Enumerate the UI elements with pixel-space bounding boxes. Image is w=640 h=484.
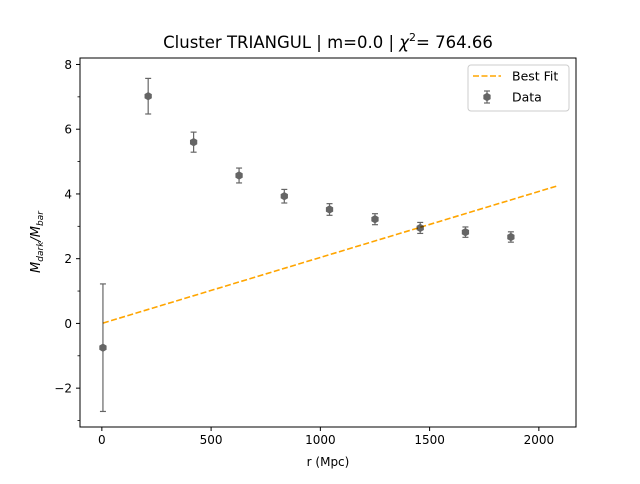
y-tick-label: −2 — [54, 382, 72, 396]
y-tick-label: 4 — [64, 187, 72, 201]
data-marker — [461, 227, 470, 237]
data-marker — [235, 171, 243, 180]
title-sup: 2 — [409, 31, 416, 44]
data-point — [99, 283, 107, 413]
y-tick-label: 0 — [64, 317, 72, 331]
legend-data-label: Data — [512, 90, 542, 105]
data-marker — [189, 137, 198, 147]
plot-content — [99, 77, 557, 413]
x-tick-label: 1000 — [305, 433, 336, 447]
plot-area: 0 500 1000 1500 2000 −2 0 2 4 6 8 Best Fit Data — [54, 57, 577, 447]
title-suffix: = 764.66 — [416, 33, 493, 52]
data-point — [371, 213, 379, 226]
data-marker — [99, 343, 107, 352]
legend: Best Fit Data — [467, 64, 570, 112]
data-point — [325, 203, 334, 216]
data-point — [280, 188, 288, 204]
best-fit-line — [102, 185, 557, 324]
title-prefix: Cluster TRIANGUL | m=0.0 | — [163, 33, 399, 52]
data-marker — [371, 214, 379, 224]
legend-data-marker — [483, 92, 491, 102]
data-marker — [144, 91, 152, 101]
legend-fit-label: Best Fit — [512, 69, 558, 84]
x-axis-label: r (Mpc) — [307, 455, 350, 469]
data-point — [189, 131, 198, 153]
x-tick-label: 500 — [200, 433, 223, 447]
data-point — [144, 77, 152, 115]
y-axis-label: Mdark/Mbar — [29, 210, 46, 273]
data-marker — [416, 223, 424, 233]
x-tick-label: 2000 — [524, 433, 555, 447]
ylabel-slash: /M — [29, 226, 44, 243]
data-point — [235, 167, 243, 184]
ylabel-main: M — [29, 262, 44, 273]
data-marker — [280, 192, 288, 201]
title-chi: χ — [398, 33, 410, 52]
data-point — [416, 221, 424, 235]
data-point — [461, 226, 470, 238]
legend-data-swatch — [483, 90, 491, 104]
ylabel-sub-dark: dark — [36, 241, 46, 262]
data-point — [507, 231, 515, 243]
axes-frame — [79, 57, 577, 428]
x-tick-label: 1500 — [414, 433, 445, 447]
chart-title: Cluster TRIANGUL | m=0.0 | χ2= 764.66 — [163, 31, 493, 52]
x-tick-label: 0 — [98, 433, 106, 447]
data-marker — [507, 232, 515, 242]
y-tick-label: 6 — [64, 123, 72, 137]
y-tick-label: 2 — [64, 252, 72, 266]
y-tick-label: 8 — [64, 58, 72, 72]
data-marker — [325, 205, 334, 214]
ylabel-sub-bar: bar — [36, 210, 46, 226]
